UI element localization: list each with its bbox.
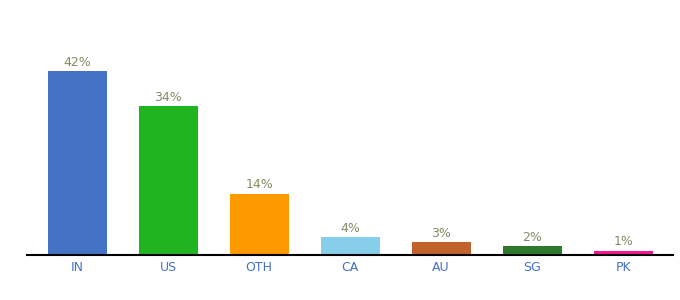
Text: 2%: 2% [522,231,542,244]
Bar [411,242,471,255]
Bar [48,71,107,255]
Bar [139,106,198,255]
Bar [230,194,289,255]
Text: 1%: 1% [613,236,633,248]
Text: 34%: 34% [154,91,182,104]
Bar [321,238,379,255]
Text: 4%: 4% [340,222,360,235]
Bar [503,246,562,255]
Bar [594,250,653,255]
Text: 3%: 3% [431,227,451,240]
Text: 42%: 42% [63,56,91,69]
Text: 14%: 14% [245,178,273,191]
